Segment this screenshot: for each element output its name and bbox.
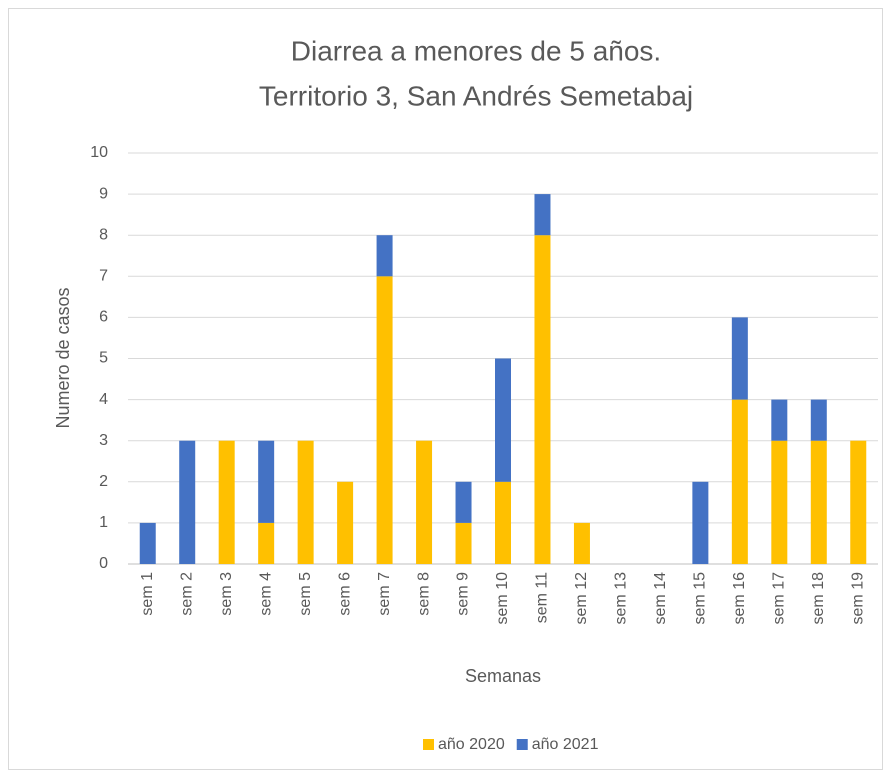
x-tick-label: sem 12 <box>573 572 590 625</box>
bar <box>376 276 393 564</box>
x-tick-label: sem 14 <box>652 572 669 625</box>
bar <box>495 358 511 482</box>
x-tick-label: sem 15 <box>692 572 709 625</box>
x-tick-label: sem 3 <box>218 572 235 616</box>
bar <box>534 235 551 564</box>
x-tick-label: sem 9 <box>455 572 472 616</box>
y-tick-label: 0 <box>99 555 108 572</box>
x-tick-label: sem 6 <box>336 572 353 616</box>
x-tick-label: sem 2 <box>178 572 195 616</box>
bar <box>771 399 788 441</box>
x-tick-label: sem 4 <box>257 572 274 616</box>
y-tick-label: 5 <box>99 350 108 367</box>
y-axis-label: Numero de casos <box>53 287 73 428</box>
x-tick-label: sem 10 <box>494 572 511 625</box>
x-tick-label: sem 19 <box>849 572 866 625</box>
legend-swatch <box>423 739 434 750</box>
y-tick-label: 7 <box>99 268 108 285</box>
legend-swatch <box>516 739 528 750</box>
bar <box>495 481 511 564</box>
x-axis-label: Semanas <box>465 666 541 686</box>
x-tick-label: sem 13 <box>613 572 630 625</box>
bar <box>692 481 709 564</box>
x-tick-label: sem 7 <box>376 572 393 616</box>
x-tick-label: sem 5 <box>297 572 314 616</box>
bar <box>258 440 275 523</box>
x-tick-label: sem 17 <box>771 572 788 625</box>
y-tick-label: 2 <box>99 473 108 490</box>
bar <box>455 522 472 564</box>
x-tick-label: sem 18 <box>810 572 827 625</box>
bar <box>455 481 472 523</box>
y-tick-label: 3 <box>99 432 108 449</box>
bar <box>534 194 551 236</box>
y-tick-label: 9 <box>99 185 108 202</box>
bar <box>416 440 433 564</box>
y-tick-label: 6 <box>99 309 108 326</box>
bar <box>573 522 590 564</box>
bar <box>731 317 748 400</box>
chart-title: Territorio 3, San Andrés Semetabaj <box>259 80 693 111</box>
legend-label: año 2020 <box>438 736 505 753</box>
bar <box>850 440 867 564</box>
bar <box>179 440 196 564</box>
x-tick-label: sem 8 <box>415 572 432 616</box>
bar <box>731 399 748 564</box>
y-tick-label: 10 <box>90 144 108 161</box>
bar <box>258 522 275 564</box>
bar <box>376 235 393 277</box>
bar <box>218 440 235 564</box>
chart-title: Diarrea a menores de 5 años. <box>291 35 661 66</box>
bar <box>297 440 314 564</box>
bar <box>139 522 156 564</box>
x-tick-label: sem 1 <box>139 572 156 616</box>
x-tick-label: sem 16 <box>731 572 748 625</box>
bar <box>810 440 827 564</box>
x-tick-label: sem 11 <box>534 572 551 623</box>
bar <box>771 440 788 564</box>
y-tick-label: 4 <box>99 391 108 408</box>
bar <box>337 481 354 564</box>
bar <box>810 399 827 441</box>
legend-label: año 2021 <box>532 736 599 753</box>
y-tick-label: 8 <box>99 226 108 243</box>
chart-frame <box>8 8 883 770</box>
y-tick-label: 1 <box>99 514 108 531</box>
